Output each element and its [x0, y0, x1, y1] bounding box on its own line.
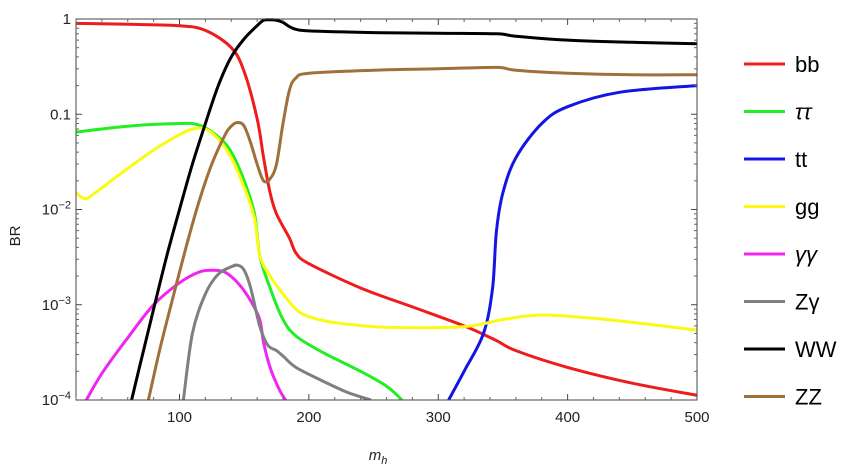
y-tick-label: 1 — [63, 11, 71, 28]
series-line-3 — [76, 126, 697, 332]
x-axis-label-main: m — [369, 447, 382, 464]
y-tick-label: 10−4 — [42, 390, 71, 409]
x-tick-label: 400 — [555, 409, 580, 426]
x-tick-label: 500 — [684, 409, 709, 426]
series-line-0 — [76, 21, 697, 397]
axis-ticks: 100 200 300 400 500 1 0.1 10−2 10−3 10−4 — [42, 11, 710, 426]
series-line-6 — [130, 18, 697, 400]
y-axis-label: BR — [7, 225, 24, 246]
legend-label-4: γγ — [795, 242, 819, 267]
x-tick-label: 200 — [296, 409, 321, 426]
legend-label-3: gg — [795, 195, 819, 220]
plot-frame — [75, 18, 698, 401]
series-line-7 — [146, 65, 697, 400]
x-axis-label-sub: h — [381, 455, 387, 467]
series-line-5 — [181, 263, 372, 400]
plot-border — [75, 18, 698, 401]
legend-label-1: ττ — [795, 100, 813, 125]
legend-label-0: bb — [795, 52, 819, 77]
legend: bb ττ tt gg γγ Zγ WW ZZ — [744, 52, 837, 410]
legend-label-2: tt — [795, 147, 807, 172]
legend-label-7: ZZ — [795, 385, 822, 410]
series-line-1 — [76, 121, 404, 400]
series-lines — [76, 18, 697, 400]
x-axis-label: mh — [369, 447, 388, 467]
legend-label-6: WW — [795, 337, 837, 362]
x-tick-label: 300 — [426, 409, 451, 426]
series-line-2 — [447, 84, 697, 400]
legend-label-5: Zγ — [795, 290, 819, 315]
y-tick-label: 10−3 — [42, 295, 71, 314]
y-tick-label: 0.1 — [50, 106, 71, 123]
series-line-4 — [85, 268, 287, 400]
y-tick-label: 10−2 — [42, 200, 71, 219]
x-tick-label: 100 — [167, 409, 192, 426]
